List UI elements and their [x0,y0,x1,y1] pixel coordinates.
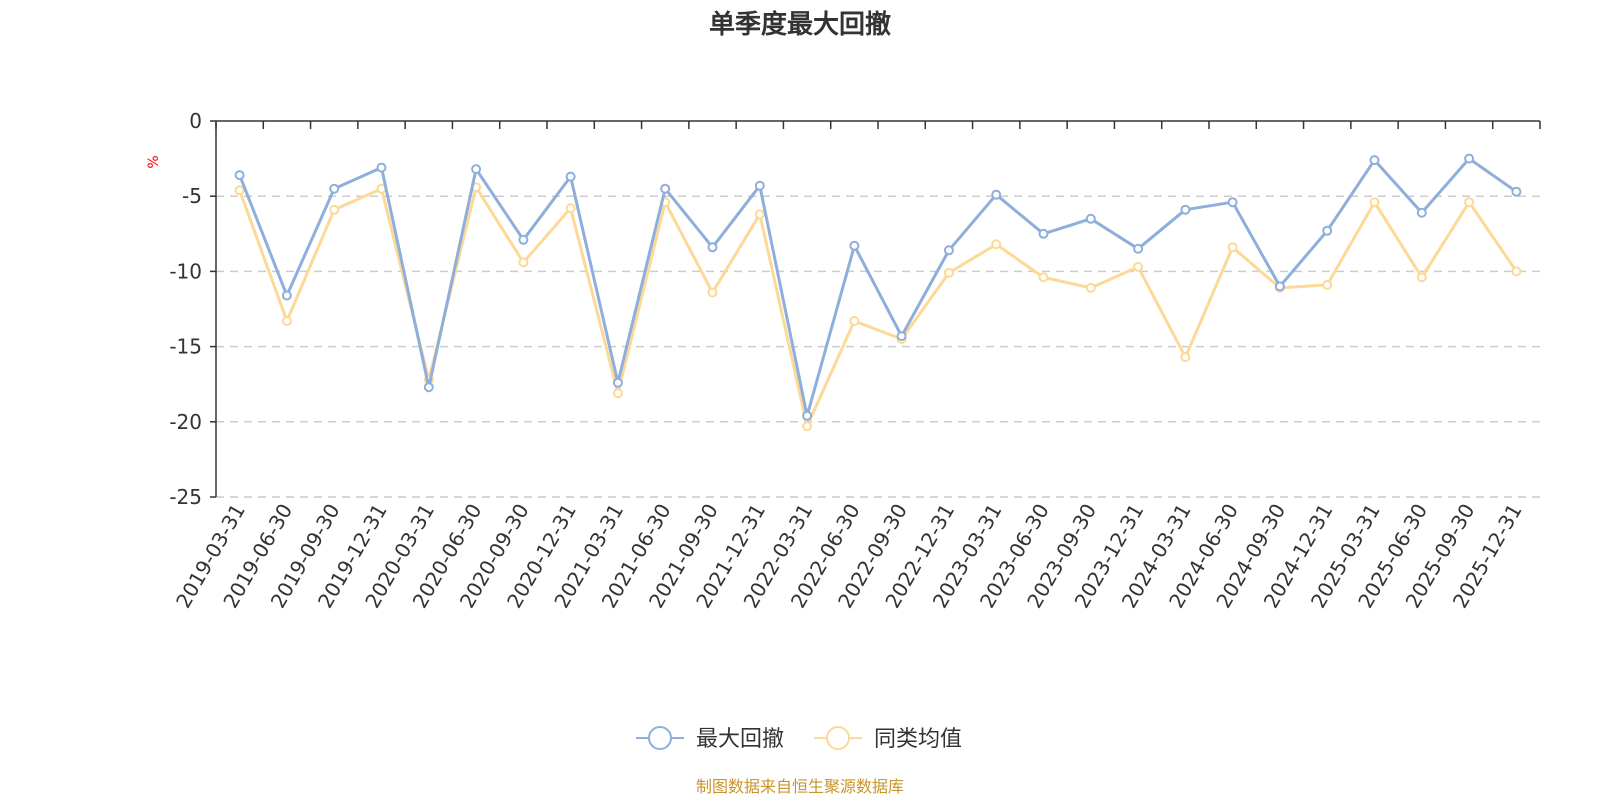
data-point [1227,197,1238,208]
y-tick-label: -10 [169,259,202,283]
data-point [518,234,529,245]
chart-title: 单季度最大回撤 [709,9,891,40]
axes: 0-5-10-15-20-252019-03-312019-06-302019-… [169,109,1541,612]
data-point [1322,225,1333,236]
legend-label: 同类均值 [874,727,962,752]
data-point [329,204,340,215]
legend[interactable]: 最大回撤 同类均值 [636,726,962,752]
grid-lines [216,195,1540,498]
data-point [1511,186,1522,197]
data-point [471,164,482,175]
y-tick-label: -25 [169,485,202,509]
legend-label: 最大回撤 [696,727,784,752]
data-point [1274,281,1285,292]
data-point [707,242,718,253]
data-point [1369,155,1380,166]
data-point [1464,153,1475,164]
data-point [565,203,576,214]
data-point [896,331,907,342]
data-point [1085,282,1096,293]
data-point [707,287,718,298]
data-point [754,180,765,191]
data-point [991,239,1002,250]
legend-swatch-marker [648,726,672,750]
data-point [329,183,340,194]
data-point [376,162,387,173]
data-point [660,183,671,194]
data-point [802,421,813,432]
data-point [1133,261,1144,272]
data-point [281,290,292,301]
data-point [423,382,434,393]
y-tick-label: 0 [189,109,202,133]
data-point [1322,279,1333,290]
data-point [1180,352,1191,363]
data-point [612,377,623,388]
data-point [1416,272,1427,283]
data-point [1369,197,1380,208]
y-tick-label: -20 [169,410,202,434]
data-point [612,388,623,399]
data-point [234,170,245,181]
data-point [1511,266,1522,277]
data-point [1416,207,1427,218]
data-point [1133,243,1144,254]
data-point [281,316,292,326]
data-point [234,185,245,196]
series-line [238,157,1518,418]
data-point [518,257,529,268]
data-point [849,316,860,326]
data-point [1085,213,1096,224]
y-axis-unit: % [146,155,162,168]
data-point [802,410,813,421]
data-point [1038,228,1049,239]
data-point [943,245,954,256]
data-point [1038,272,1049,283]
data-point [565,171,576,182]
data-point [1227,242,1238,253]
data-point [754,209,765,220]
data-point [1464,197,1475,208]
y-tick-label: -15 [169,335,202,359]
data-point [991,189,1002,200]
series-lines [234,153,1522,432]
data-point [1180,204,1191,215]
source-note: 制图数据来自恒生聚源数据库 [696,777,904,796]
data-point [943,267,954,278]
legend-swatch-marker [826,726,850,750]
y-tick-label: -5 [182,184,202,208]
data-point [849,240,860,251]
